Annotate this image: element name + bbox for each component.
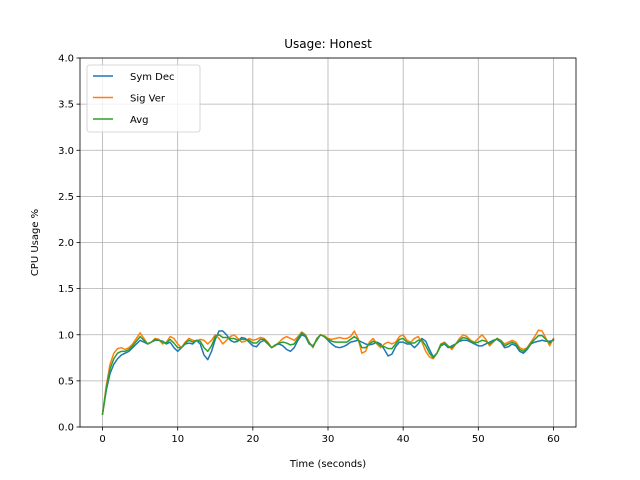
y-tick-label: 3.5 (58, 100, 74, 111)
series-line-avg (101, 332, 555, 415)
x-tick-label: 50 (472, 434, 485, 445)
y-axis-ticks: 0.0 0.5 1.0 1.5 2.0 2.5 3.0 3.5 4.0 (58, 54, 80, 434)
x-axis-ticks: 0 10 20 30 40 50 60 (99, 427, 560, 445)
legend-box (86, 64, 201, 133)
y-tick-label: 4.0 (58, 54, 74, 65)
x-tick-label: 0 (99, 434, 105, 445)
x-tick-label: 10 (171, 434, 184, 445)
legend-label: Sig Ver (130, 94, 166, 105)
x-tick-label: 20 (246, 434, 259, 445)
y-tick-label: 3.0 (58, 146, 74, 157)
y-tick-label: 0.5 (58, 376, 74, 387)
x-tick-label: 60 (547, 434, 560, 445)
y-tick-label: 2.0 (58, 238, 74, 249)
legend-label: Sym Dec (130, 72, 175, 83)
y-tick-label: 0.0 (58, 423, 74, 434)
x-tick-label: 40 (397, 434, 410, 445)
x-tick-label: 30 (322, 434, 335, 445)
y-tick-label: 1.5 (58, 284, 74, 295)
y-tick-label: 1.0 (58, 330, 74, 341)
series-lines (101, 329, 555, 415)
chart-title: Usage: Honest (284, 37, 372, 51)
legend: Sym Dec Sig Ver Avg (86, 64, 201, 133)
x-axis-label: Time (seconds) (289, 459, 366, 470)
series-line-sym-dec (101, 330, 555, 415)
legend-label: Avg (130, 115, 149, 126)
y-axis-label: CPU Usage % (30, 209, 41, 276)
y-tick-label: 2.5 (58, 192, 74, 203)
